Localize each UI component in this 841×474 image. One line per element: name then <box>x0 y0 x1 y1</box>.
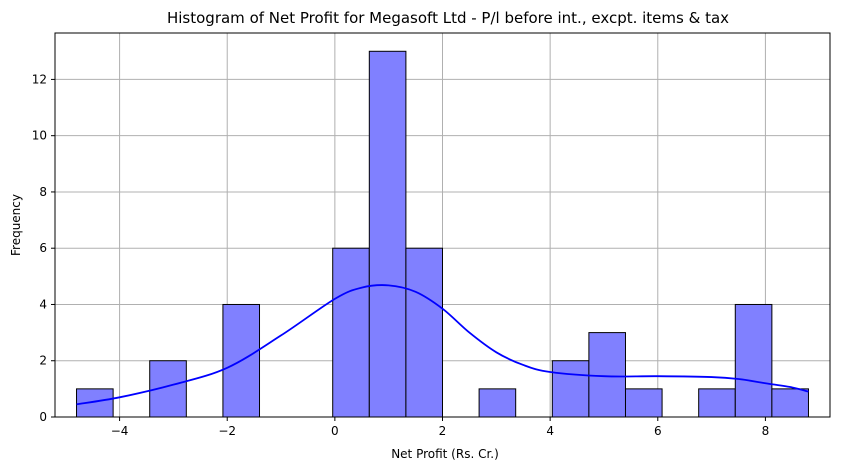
x-tick-label: 4 <box>546 424 554 438</box>
y-tick-label: 4 <box>39 297 47 311</box>
x-axis-label: Net Profit (Rs. Cr.) <box>391 447 499 461</box>
x-tick-label: 6 <box>654 424 662 438</box>
y-tick-label: 8 <box>39 185 47 199</box>
kde-layer <box>76 284 809 406</box>
histogram-bar <box>478 388 517 418</box>
y-axis-ticks: 0 2 4 6 8 10 12 <box>32 72 55 424</box>
histogram-bar <box>734 303 773 418</box>
histogram-bar <box>551 360 590 418</box>
histogram-bar <box>588 332 626 418</box>
histogram-bar <box>368 50 407 418</box>
histogram-bar <box>771 388 809 418</box>
y-tick-label: 10 <box>32 129 47 143</box>
histogram-bar <box>405 247 443 418</box>
bar-layer <box>76 50 809 418</box>
x-tick-label: −4 <box>111 424 129 438</box>
x-tick-label: 2 <box>439 424 447 438</box>
histogram-bar <box>624 388 663 418</box>
x-axis-ticks: −4 −2 0 2 4 6 8 <box>111 417 770 438</box>
y-tick-label: 0 <box>39 410 47 424</box>
x-tick-label: −2 <box>218 424 236 438</box>
y-tick-label: 2 <box>39 354 47 368</box>
kde-curve <box>76 284 809 406</box>
x-tick-label: 0 <box>331 424 339 438</box>
chart-title: Histogram of Net Profit for Megasoft Ltd… <box>167 9 729 27</box>
y-axis-label: Frequency <box>9 194 23 256</box>
y-tick-label: 12 <box>32 72 47 86</box>
x-tick-label: 8 <box>762 424 770 438</box>
histogram-bar <box>332 247 370 418</box>
y-tick-label: 6 <box>39 241 47 255</box>
histogram-bar <box>698 388 736 418</box>
